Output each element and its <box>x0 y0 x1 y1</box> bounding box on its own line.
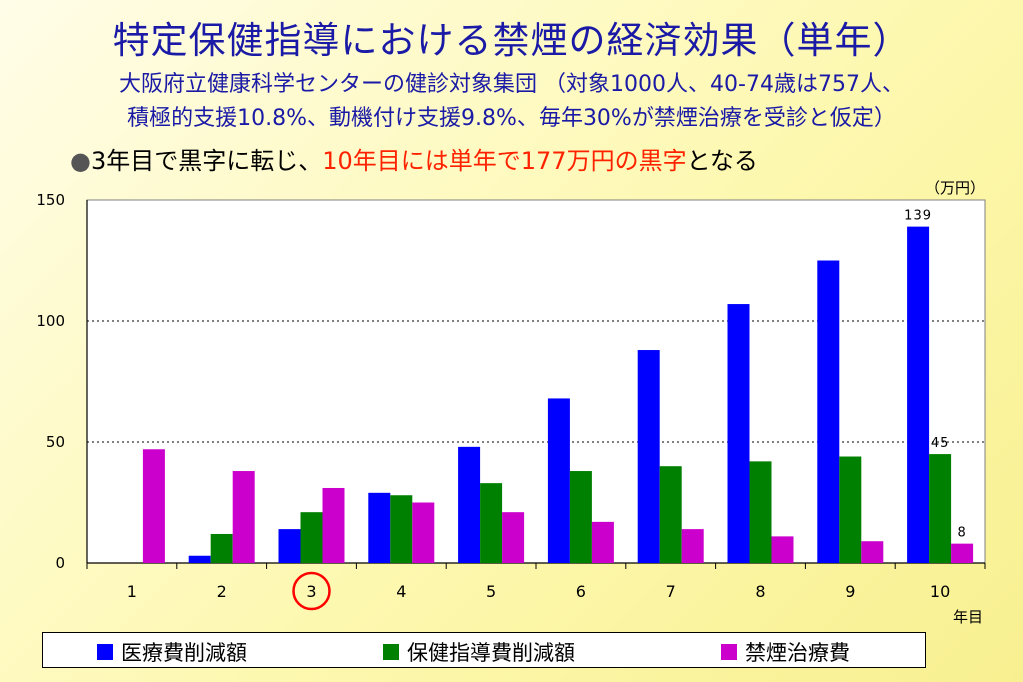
bar-series-3 <box>951 543 974 563</box>
finding-text-2: となる <box>686 147 758 175</box>
bar-series-1 <box>278 529 301 563</box>
bar-series-1 <box>817 260 840 563</box>
x-tick-label: 10 <box>930 582 950 601</box>
key-finding: ●3年目で黒字に転じ、10年目には単年で177万円の黒字となる <box>70 141 758 176</box>
legend-item: 保健指導費削減額 <box>383 637 575 667</box>
bar-series-1 <box>188 555 211 563</box>
x-tick-label: 1 <box>127 582 137 601</box>
y-tick-label: 100 <box>36 312 65 330</box>
data-label: 8 <box>957 526 966 541</box>
page-title: 特定保健指導における禁煙の経済効果（単年） <box>112 19 911 62</box>
bar-series-2 <box>210 533 233 563</box>
x-tick-label: 3 <box>306 582 316 601</box>
legend-item: 禁煙治療費 <box>721 637 850 667</box>
bar-series-1 <box>637 350 660 563</box>
legend-label: 医療費削減額 <box>121 641 247 665</box>
legend-item: 医療費削減額 <box>97 637 247 667</box>
legend-swatch <box>383 644 399 660</box>
bar-series-2 <box>749 461 772 563</box>
x-tick-label: 4 <box>396 582 406 601</box>
data-label: 139 <box>904 209 932 224</box>
y-tick-label: 50 <box>46 433 65 451</box>
bar-series-1 <box>458 446 481 563</box>
bar-series-3 <box>142 449 165 563</box>
legend-swatch <box>721 644 737 660</box>
bar-series-2 <box>929 454 952 563</box>
bar-series-1 <box>907 226 930 563</box>
bar-series-3 <box>681 529 704 563</box>
bar-series-3 <box>322 487 345 563</box>
legend-label: 禁煙治療費 <box>745 641 850 665</box>
bar-series-2 <box>300 512 323 563</box>
x-tick-label: 7 <box>666 582 676 601</box>
x-tick-label: 5 <box>486 582 496 601</box>
x-tick-label: 9 <box>845 582 855 601</box>
x-tick-label: 6 <box>576 582 586 601</box>
bar-series-3 <box>502 512 525 563</box>
bar-series-3 <box>861 541 884 563</box>
legend-label: 保健指導費削減額 <box>407 641 575 665</box>
bar-series-3 <box>771 536 794 563</box>
highlight-circle <box>292 571 331 611</box>
bar-series-2 <box>569 471 592 563</box>
x-tick-label: 2 <box>217 582 227 601</box>
y-tick-label: 0 <box>55 554 65 572</box>
subtitle-line-2: 積極的支援10.8%、動機付け支援9.8%、毎年30%が禁煙治療を受診と仮定） <box>127 106 896 131</box>
bar-series-2 <box>390 495 413 563</box>
bar-series-2 <box>839 456 862 563</box>
bar-series-3 <box>591 521 614 563</box>
unit-label: （万円） <box>925 179 985 197</box>
bar-series-2 <box>480 483 503 563</box>
x-tick-label: 8 <box>755 582 765 601</box>
data-label: 45 <box>931 436 950 451</box>
bar-series-3 <box>232 471 255 563</box>
bar-series-3 <box>412 502 435 563</box>
bar-series-2 <box>659 466 682 563</box>
subtitle-line-1: 大阪府立健康科学センターの健診対象集団 （対象1000人、40-74歳は757人… <box>119 72 904 97</box>
x-axis-label: 年目 <box>953 608 983 626</box>
finding-highlight: 10年目には単年で177万円の黒字 <box>322 147 687 175</box>
finding-text-1: 3年目で黒字に転じ、 <box>90 147 323 175</box>
bar-series-1 <box>547 398 570 563</box>
bar-series-1 <box>727 304 750 563</box>
bullet-marker: ● <box>70 147 91 175</box>
legend-swatch <box>97 644 113 660</box>
bar-series-1 <box>368 492 391 563</box>
chart-legend: 医療費削減額 保健指導費削減額 禁煙治療費 <box>42 632 926 668</box>
y-tick-label: 150 <box>36 191 65 209</box>
